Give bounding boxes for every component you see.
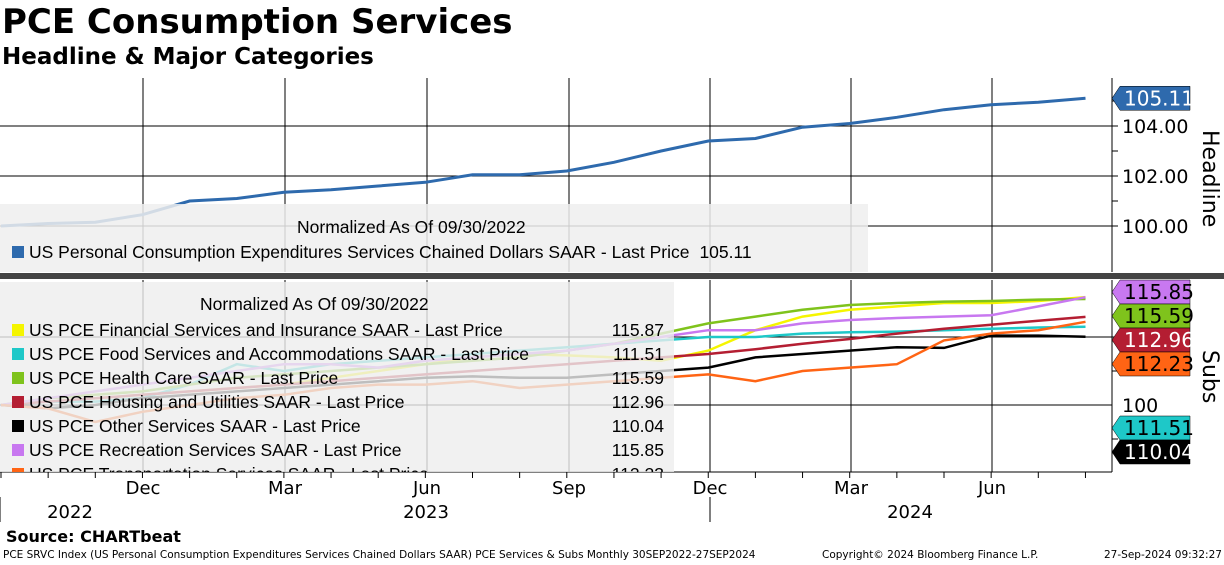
panel-divider — [0, 273, 1224, 279]
legend-label: US PCE Transportation Services SAAR - La… — [29, 464, 429, 473]
subs-axis-label: Subs — [1197, 350, 1222, 404]
legend-value: 111.51 — [613, 343, 664, 364]
tag-shape — [1111, 86, 1191, 111]
last-price-tag: 112.96 — [1111, 327, 1194, 353]
legend-swatch — [12, 372, 24, 384]
legend-value: 105.11 — [699, 241, 752, 262]
legend-swatch — [12, 246, 24, 258]
tag-value: 112.96 — [1124, 328, 1194, 352]
legend-swatch — [12, 444, 24, 456]
x-month-label: Jun — [412, 478, 441, 499]
tag-value: 111.51 — [1124, 416, 1194, 440]
legend-swatch — [12, 396, 24, 408]
legend-swatch — [12, 420, 24, 432]
legend-value-cell: 112.96 — [576, 390, 664, 414]
legend-value: 112.23 — [612, 464, 664, 473]
legend-row: US PCE Recreation Services SAAR - Last P… — [0, 438, 564, 462]
legend-label: US PCE Other Services SAAR - Last Price — [29, 415, 361, 436]
y-tick-label: 100 — [1122, 395, 1158, 417]
legend-grid: US PCE Financial Services and Insurance … — [0, 318, 664, 472]
legend-label: US PCE Financial Services and Insurance … — [29, 319, 503, 340]
x-year-label: 2024 — [887, 502, 933, 523]
last-price-tag: 110.04 — [1111, 439, 1194, 465]
y-tick-label: 102.00 — [1122, 166, 1188, 188]
ticker-description: PCE SRVC Index (US Personal Consumption … — [3, 549, 756, 561]
legend-value: 115.85 — [611, 439, 664, 460]
legend-label: US Personal Consumption Expenditures Ser… — [29, 241, 690, 262]
legend-row: US PCE Financial Services and Insurance … — [0, 318, 564, 342]
legend-value-cell: 112.23 — [576, 462, 664, 473]
x-year-label: 2023 — [403, 502, 449, 523]
x-month-label: Dec — [693, 478, 728, 499]
legend-label: US PCE Recreation Services SAAR - Last P… — [29, 439, 402, 460]
legend-label: US PCE Housing and Utilities SAAR - Last… — [29, 391, 405, 412]
legend-row: US Personal Consumption Expenditures Ser… — [0, 240, 858, 264]
tag-shape — [1111, 351, 1191, 377]
legend-value-cell: 115.85 — [576, 438, 664, 462]
last-price-tag: 105.11 — [1111, 86, 1194, 111]
legend-value-cell: 110.04 — [576, 414, 664, 438]
tag-value: 115.85 — [1124, 280, 1194, 304]
x-month-label: Sep — [552, 478, 586, 499]
legend-value-cell: 115.59 — [576, 366, 664, 390]
x-month-label: Dec — [126, 478, 161, 499]
legend-swatch — [12, 468, 24, 472]
last-price-tag: 112.23 — [1111, 351, 1194, 377]
last-price-tag: 111.51 — [1111, 415, 1194, 441]
legend-row: US PCE Housing and Utilities SAAR - Last… — [0, 390, 564, 414]
tag-shape — [1111, 279, 1191, 305]
legend-row: US PCE Health Care SAAR - Last Price — [0, 366, 564, 390]
y-tick-label: 100.00 — [1122, 216, 1188, 238]
legend-row: US PCE Transportation Services SAAR - La… — [0, 462, 564, 472]
chart-title: PCE Consumption Services — [2, 2, 513, 42]
legend-value-cell: 115.87 — [576, 318, 664, 342]
y-tick-label: 104.00 — [1122, 116, 1188, 138]
legend-label: US PCE Health Care SAAR - Last Price — [29, 367, 339, 388]
legend-value: 115.87 — [611, 319, 664, 340]
tag-value: 112.23 — [1124, 352, 1194, 376]
tag-shape — [1111, 439, 1191, 465]
tag-value: 115.59 — [1124, 304, 1194, 328]
x-month-label: Jun — [977, 478, 1006, 499]
tag-shape — [1111, 303, 1191, 329]
legend-swatch — [12, 324, 24, 336]
copyright: Copyright© 2024 Bloomberg Finance L.P. — [822, 549, 1039, 561]
legend-value: 112.96 — [611, 391, 664, 412]
legend-title: Normalized As Of 09/30/2022 — [297, 217, 526, 237]
legend-label: US PCE Food Services and Accommodations … — [29, 343, 529, 364]
x-month-label: Mar — [834, 478, 869, 499]
x-year-label: 2022 — [47, 502, 93, 523]
legend-row: US PCE Food Services and Accommodations … — [0, 342, 564, 366]
legend-value: 115.59 — [611, 367, 664, 388]
timestamp: 27-Sep-2024 09:32:27 — [1104, 549, 1222, 561]
last-price-tag: 115.59 — [1111, 303, 1194, 329]
tag-value: 110.04 — [1124, 440, 1194, 464]
tag-shape — [1111, 415, 1191, 441]
tag-shape — [1111, 327, 1191, 353]
headline-series-line — [0, 96, 1086, 228]
chart-subtitle: Headline & Major Categories — [2, 44, 374, 70]
legend-title: Normalized As Of 09/30/2022 — [200, 294, 429, 314]
x-month-label: Mar — [268, 478, 303, 499]
legend-value-cell: 111.51 — [576, 342, 664, 366]
legend-value: 110.04 — [611, 415, 664, 436]
last-price-tag: 115.85 — [1111, 279, 1194, 305]
headline-axis-label: Headline — [1197, 130, 1222, 228]
legend-swatch — [12, 348, 24, 360]
tag-value: 105.11 — [1124, 86, 1194, 110]
source-note: Source: CHARTbeat — [6, 527, 181, 546]
legend-row: US PCE Other Services SAAR - Last Price — [0, 414, 564, 438]
subs-legend: Normalized As Of 09/30/2022 US PCE Finan… — [0, 282, 674, 472]
headline-legend: Normalized As Of 09/30/2022 US Personal … — [0, 204, 868, 272]
